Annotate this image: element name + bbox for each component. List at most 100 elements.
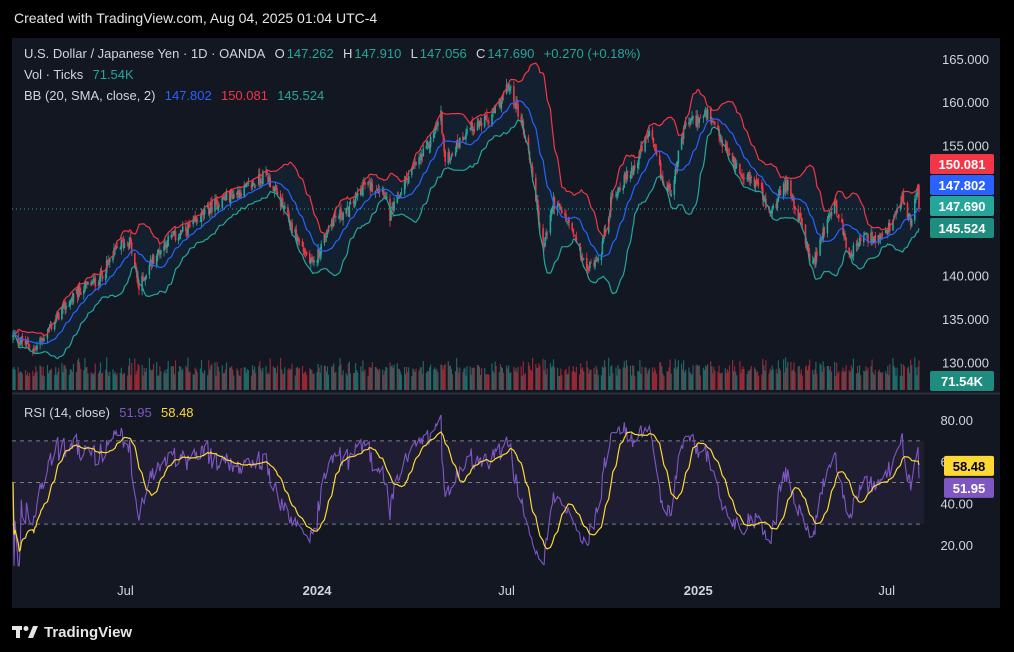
- volume-bar: [364, 369, 366, 390]
- volume-bar: [848, 370, 850, 390]
- volume-bar: [171, 366, 173, 390]
- volume-bar: [295, 368, 297, 390]
- volume-bar: [777, 360, 779, 390]
- volume-bar: [224, 369, 226, 390]
- volume-bar: [870, 366, 872, 390]
- candle-body: [267, 176, 269, 182]
- volume-bar: [808, 365, 810, 390]
- candle-body: [309, 253, 311, 263]
- created-with-text: Created with TradingView.com, Aug 04, 20…: [14, 10, 378, 26]
- volume-bar: [306, 374, 308, 390]
- volume-bar: [77, 360, 79, 390]
- candle-body: [740, 174, 742, 176]
- volume-bar: [713, 366, 715, 390]
- volume-bar: [35, 366, 37, 390]
- volume-bar: [204, 370, 206, 390]
- candle-body: [617, 188, 619, 196]
- candle-body: [566, 221, 568, 223]
- volume-bar: [400, 374, 402, 390]
- candle-body: [857, 245, 860, 247]
- volume-bar: [800, 369, 802, 390]
- bb-fill: [13, 63, 919, 359]
- volume-bar: [159, 366, 161, 390]
- symbol-title[interactable]: U.S. Dollar / Japanese Yen · 1D · OANDA: [24, 46, 266, 61]
- volume-bar: [495, 366, 497, 390]
- volume-bar: [427, 371, 430, 390]
- candle-body: [122, 240, 125, 248]
- volume-bar: [165, 373, 167, 390]
- candle-body: [422, 148, 425, 157]
- volume-bar: [900, 363, 902, 390]
- volume-bar: [65, 368, 67, 390]
- candle-body: [210, 202, 212, 211]
- volume-bar: [150, 370, 153, 390]
- volume-bar: [142, 375, 144, 390]
- candle-body: [335, 216, 337, 218]
- volume-bar: [531, 370, 533, 390]
- volume-bar: [347, 363, 349, 390]
- rsi-axis-label: 20.00: [940, 538, 973, 553]
- volume-bar: [250, 375, 253, 390]
- volume-bar: [211, 363, 213, 390]
- candle-body: [186, 229, 188, 236]
- volume-bar: [75, 372, 78, 390]
- volume-bar: [188, 372, 190, 390]
- candle-body: [192, 220, 194, 225]
- candle-body: [275, 185, 278, 191]
- volume-bar: [259, 361, 261, 390]
- volume-label[interactable]: Vol · Ticks: [24, 67, 84, 82]
- bb-label[interactable]: BB (20, SMA, close, 2): [24, 88, 156, 103]
- candle-body: [364, 182, 366, 185]
- rsi-label[interactable]: RSI (14, close): [24, 405, 110, 420]
- volume-bar: [405, 374, 407, 390]
- candle-body: [914, 199, 916, 221]
- price-axis-label: 135.000: [942, 312, 989, 327]
- volume-bar: [494, 361, 496, 390]
- volume-bar: [719, 373, 721, 390]
- candle-body: [174, 231, 177, 240]
- candle-body: [705, 109, 708, 120]
- candle-body: [244, 186, 246, 188]
- volume-bar: [433, 369, 435, 390]
- volume-bar: [265, 366, 267, 390]
- volume-bar: [660, 362, 662, 390]
- volume-bar: [659, 362, 661, 390]
- candle-body: [425, 146, 428, 149]
- volume-bar: [151, 369, 154, 390]
- volume-bar: [130, 375, 132, 390]
- volume-bar: [791, 370, 793, 390]
- candle-body: [790, 180, 792, 197]
- volume-bar: [785, 357, 787, 390]
- volume-bar: [338, 366, 340, 390]
- candle-body: [101, 276, 104, 279]
- candle-body: [311, 256, 313, 262]
- volume-bar: [221, 365, 223, 390]
- volume-bar: [625, 360, 627, 390]
- volume-bar: [451, 374, 454, 390]
- volume-bar: [721, 372, 723, 390]
- volume-bar: [312, 374, 314, 390]
- volume-bar: [78, 358, 80, 390]
- candle-body: [32, 349, 34, 351]
- chart-svg[interactable]: 165.000160.000155.000150.000145.000140.0…: [12, 38, 1000, 608]
- volume-bar: [858, 372, 860, 390]
- volume-bar: [282, 374, 284, 390]
- candle-body: [421, 154, 424, 157]
- volume-bar: [506, 365, 508, 390]
- chart-panel[interactable]: 165.000160.000155.000150.000145.000140.0…: [12, 38, 1000, 608]
- volume-bar: [27, 371, 29, 390]
- candle-body: [347, 207, 350, 216]
- volume-bar: [12, 368, 14, 390]
- volume-bar: [587, 367, 589, 390]
- volume-bar: [383, 374, 385, 390]
- volume-bar: [634, 376, 636, 390]
- volume-bar: [872, 372, 874, 390]
- volume-bar: [180, 367, 182, 390]
- volume-bar: [768, 373, 770, 390]
- volume-bar: [734, 366, 736, 390]
- volume-bar: [208, 360, 210, 390]
- candle-body: [858, 238, 861, 246]
- low-label: L: [410, 46, 418, 61]
- volume-bar: [172, 366, 174, 390]
- volume-bar: [695, 365, 697, 390]
